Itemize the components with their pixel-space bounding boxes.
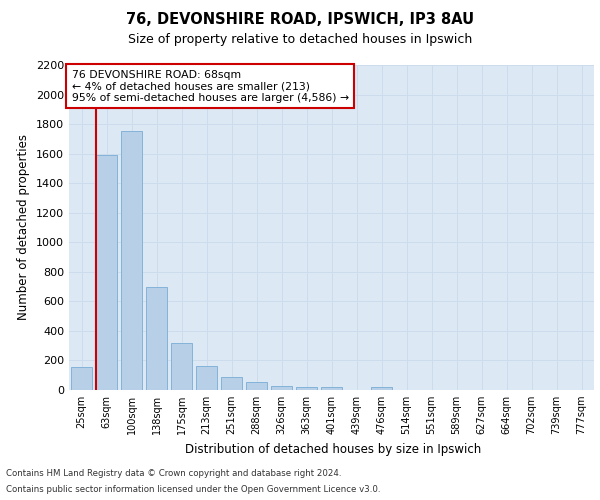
Bar <box>221 376 242 390</box>
Bar <box>321 387 342 390</box>
Text: 76 DEVONSHIRE ROAD: 68sqm
← 4% of detached houses are smaller (213)
95% of semi-: 76 DEVONSHIRE ROAD: 68sqm ← 4% of detach… <box>71 70 349 103</box>
Bar <box>71 367 92 390</box>
Bar <box>171 344 192 390</box>
Bar <box>296 387 317 390</box>
Bar <box>121 130 142 390</box>
Bar <box>96 155 117 390</box>
Bar <box>371 387 392 390</box>
Text: Contains HM Land Registry data © Crown copyright and database right 2024.: Contains HM Land Registry data © Crown c… <box>6 468 341 477</box>
Text: 76, DEVONSHIRE ROAD, IPSWICH, IP3 8AU: 76, DEVONSHIRE ROAD, IPSWICH, IP3 8AU <box>126 12 474 28</box>
Text: Contains public sector information licensed under the Open Government Licence v3: Contains public sector information licen… <box>6 485 380 494</box>
Bar <box>146 286 167 390</box>
Bar <box>196 366 217 390</box>
Bar <box>271 386 292 390</box>
Bar <box>246 382 267 390</box>
Text: Size of property relative to detached houses in Ipswich: Size of property relative to detached ho… <box>128 32 472 46</box>
Y-axis label: Number of detached properties: Number of detached properties <box>17 134 31 320</box>
Text: Distribution of detached houses by size in Ipswich: Distribution of detached houses by size … <box>185 442 481 456</box>
